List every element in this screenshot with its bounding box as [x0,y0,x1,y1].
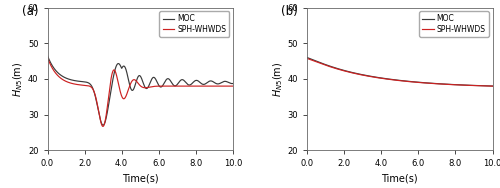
MOC [390,78,396,81]
SPH-WHWDS [304,57,310,60]
SPH-WHWDS [100,125,106,127]
MOC [100,124,106,126]
Line: SPH-WHWDS: SPH-WHWDS [48,58,233,126]
X-axis label: Time(s): Time(s) [382,174,418,184]
SPH-WHWDS [490,85,496,87]
SPH-WHWDS [44,56,51,59]
SPH-WHWDS [224,85,230,87]
Line: MOC: MOC [307,58,492,86]
Legend: MOC, SPH-WHWDS: MOC, SPH-WHWDS [419,11,488,37]
Legend: MOC, SPH-WHWDS: MOC, SPH-WHWDS [160,11,229,37]
SPH-WHWDS [484,85,490,87]
MOC [135,76,141,78]
MOC [484,85,490,87]
SPH-WHWDS [450,83,456,86]
SPH-WHWDS [135,82,141,84]
SPH-WHWDS [484,85,490,87]
Line: SPH-WHWDS: SPH-WHWDS [307,58,492,86]
SPH-WHWDS [394,79,400,81]
MOC [190,81,196,83]
Text: (b): (b) [281,5,298,18]
MOC [54,71,60,73]
Y-axis label: $H_{N5}$(m): $H_{N5}$(m) [12,61,25,97]
MOC [484,85,490,87]
SPH-WHWDS [314,61,320,63]
MOC [314,60,320,62]
MOC [224,81,230,83]
SPH-WHWDS [54,74,60,76]
MOC [450,83,456,86]
Text: (a): (a) [22,5,38,18]
X-axis label: Time(s): Time(s) [122,174,158,184]
MOC [44,55,51,57]
MOC [304,56,310,59]
SPH-WHWDS [230,85,236,87]
SPH-WHWDS [190,85,196,87]
SPH-WHWDS [224,85,230,87]
Y-axis label: $H_{N5}$(m): $H_{N5}$(m) [271,61,284,97]
MOC [130,89,136,91]
MOC [230,82,236,85]
MOC [394,79,400,81]
MOC [490,85,496,87]
SPH-WHWDS [130,79,136,81]
SPH-WHWDS [390,79,396,81]
MOC [224,81,230,83]
Line: MOC: MOC [48,56,233,125]
